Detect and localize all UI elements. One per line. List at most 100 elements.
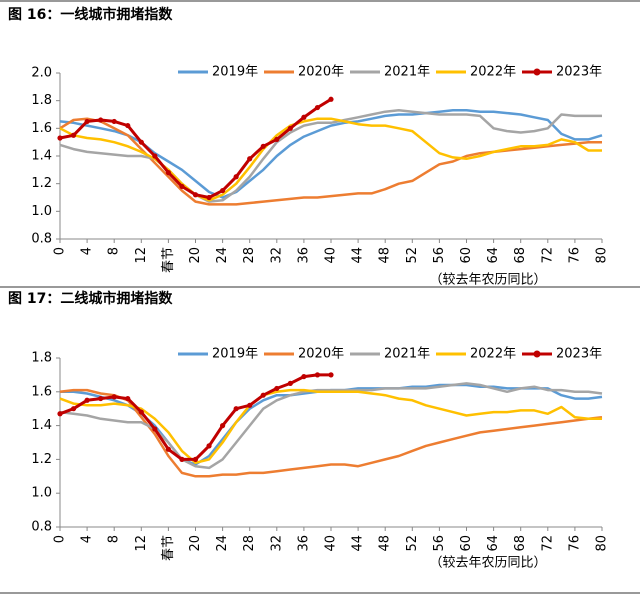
point: [192, 192, 199, 198]
legend-label: 2023年: [556, 347, 602, 362]
legend-marker: [533, 68, 541, 76]
x-tick-label: 72: [540, 247, 555, 264]
point: [328, 96, 334, 102]
point: [138, 139, 144, 145]
y-tick-label: 1.2: [31, 452, 52, 467]
x-tick-label: 52: [405, 535, 420, 552]
chart-title: 图 16：一线城市拥堵指数: [8, 6, 173, 23]
series-line: [59, 388, 603, 478]
y-tick-label: 2.0: [31, 66, 52, 81]
point: [57, 411, 63, 417]
x-tick-label: 44: [351, 535, 366, 552]
x-tick-label: 24: [215, 247, 230, 264]
point: [84, 397, 90, 403]
y-tick-label: 1.0: [31, 204, 52, 219]
point: [57, 135, 63, 141]
x-tick-label: 28: [242, 535, 257, 552]
x-tick-label: 4: [80, 535, 95, 543]
point: [179, 183, 185, 190]
legend-label: 2022年: [470, 65, 516, 80]
x-tick-label: 76: [567, 247, 582, 264]
point: [98, 395, 104, 402]
x-tick-label: 68: [513, 247, 528, 264]
x-tick-label: 32: [269, 535, 284, 552]
x-tick-label: 44: [351, 247, 366, 264]
x-tick-label: 76: [567, 535, 582, 552]
point: [206, 443, 212, 449]
x-tick-label: 春节: [161, 535, 176, 561]
legend-label: 2021年: [384, 65, 430, 80]
point: [125, 122, 131, 129]
point: [233, 174, 239, 180]
point: [247, 402, 253, 408]
point: [111, 394, 117, 400]
x-tick-label: 24: [215, 535, 230, 552]
y-tick-label: 1.4: [31, 418, 52, 433]
chart-title: 图 17：二线城市拥堵指数: [8, 290, 173, 307]
point: [220, 423, 226, 429]
point: [179, 456, 185, 462]
y-tick-label: 1.4: [31, 149, 52, 164]
x-tick-label: 20: [188, 247, 203, 264]
x-tick-label: 36: [296, 247, 311, 264]
point: [138, 409, 144, 415]
point: [111, 118, 117, 125]
point: [220, 187, 226, 194]
x-tick-label: 20: [188, 535, 203, 552]
point: [70, 132, 77, 138]
point: [165, 446, 171, 452]
x-tick-label: 48: [378, 247, 393, 264]
point: [314, 372, 321, 378]
point: [152, 153, 158, 159]
point: [274, 385, 280, 392]
legend-label: 2019年: [212, 347, 258, 362]
legend-marker: [533, 350, 541, 358]
x-tick-label: 56: [432, 247, 447, 264]
legend-label: 2019年: [212, 65, 258, 80]
series-line: [59, 388, 602, 465]
series-line: [59, 98, 332, 199]
x-tick-label: 60: [459, 247, 474, 264]
point: [165, 170, 171, 176]
x-tick-label: 32: [269, 247, 284, 264]
x-tick-label: 春节: [161, 247, 176, 273]
annotation: （较去年农历同比）: [429, 556, 546, 571]
x-tick-label: 4: [80, 247, 95, 255]
point: [260, 392, 266, 398]
series-line: [59, 117, 602, 202]
y-tick-label: 1.6: [31, 384, 52, 399]
y-tick-label: 1.0: [31, 486, 52, 501]
y-tick-label: 1.8: [31, 351, 52, 366]
point: [125, 395, 131, 402]
legend-label: 2023年: [556, 65, 602, 80]
x-tick-label: 60: [459, 535, 474, 552]
point: [70, 406, 77, 412]
x-tick-label: 56: [432, 535, 447, 552]
x-tick-label: 68: [513, 535, 528, 552]
legend-label: 2020年: [298, 347, 344, 362]
x-tick-label: 12: [134, 535, 149, 552]
x-tick-label: 48: [378, 535, 393, 552]
point: [287, 125, 293, 131]
x-tick-label: 40: [324, 535, 339, 552]
point: [247, 156, 253, 162]
point: [274, 136, 280, 142]
point: [233, 406, 239, 412]
y-tick-label: 1.8: [31, 93, 52, 108]
legend-label: 2020年: [298, 65, 344, 80]
point: [301, 114, 307, 120]
point: [287, 380, 293, 386]
series-line: [59, 382, 603, 470]
x-tick-label: 36: [296, 535, 311, 552]
x-tick-label: 0: [53, 247, 68, 255]
series-line: [60, 383, 603, 466]
point: [84, 118, 90, 125]
x-tick-label: 64: [486, 535, 501, 552]
x-tick-label: 12: [134, 247, 149, 264]
series-line: [59, 109, 602, 203]
x-tick-label: 8: [107, 247, 122, 255]
x-tick-label: 8: [107, 535, 122, 543]
y-tick-label: 1.2: [31, 176, 52, 191]
x-tick-label: 0: [53, 535, 68, 543]
